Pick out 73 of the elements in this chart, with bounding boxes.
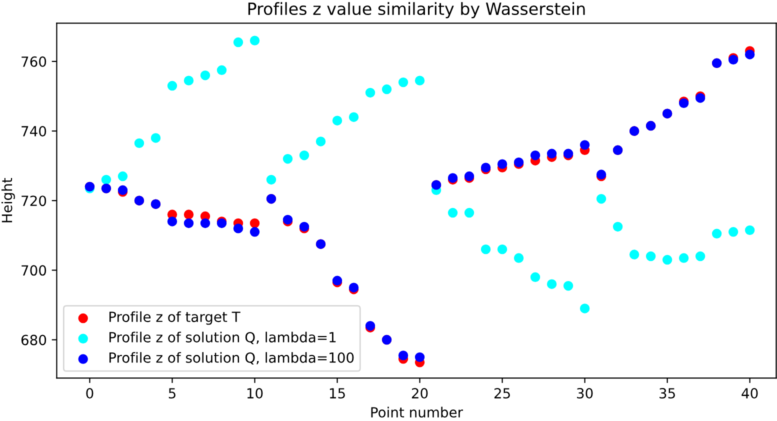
x-tick-label: 20 — [412, 388, 428, 399]
point — [118, 171, 128, 182]
point — [184, 218, 194, 228]
point — [448, 208, 458, 218]
point — [678, 253, 689, 263]
point — [299, 150, 310, 160]
y-tick-label: 720 — [22, 196, 46, 206]
point — [646, 251, 656, 262]
point — [530, 150, 540, 160]
legend-label: Profile z of solution Q, lambda=1 — [109, 332, 336, 344]
point — [200, 70, 210, 80]
point — [167, 216, 178, 226]
y-tick-label: 680 — [21, 334, 46, 346]
point — [134, 138, 144, 148]
point — [629, 250, 640, 260]
y-tick-label: 760 — [22, 56, 46, 67]
point — [398, 77, 408, 88]
point — [282, 154, 293, 164]
point — [546, 279, 557, 289]
legend-label: Profile z of target T — [109, 311, 240, 325]
y-axis-title: Height — [1, 178, 15, 222]
point — [250, 218, 260, 228]
chart-title: Profiles z value similarity by Wasserstein — [248, 2, 585, 18]
x-tick-label: 15 — [330, 388, 345, 399]
point — [150, 133, 161, 143]
point — [530, 272, 540, 282]
legend-label: Profile z of solution Q, lambda=100 — [109, 352, 354, 364]
x-tick-label: 10 — [247, 388, 263, 399]
point — [332, 116, 342, 126]
point — [580, 304, 590, 314]
point — [497, 159, 508, 169]
point — [200, 218, 210, 228]
point — [382, 84, 392, 94]
point — [712, 228, 722, 239]
point — [365, 88, 376, 98]
point — [216, 65, 227, 75]
x-axis-title: Point number — [371, 406, 464, 418]
x-tick-label: 30 — [577, 388, 593, 399]
point — [596, 194, 606, 204]
point — [316, 136, 326, 146]
point — [563, 280, 574, 291]
point — [398, 350, 408, 360]
point — [744, 225, 755, 236]
x-tick-label: 5 — [168, 388, 176, 399]
point — [250, 36, 260, 46]
x-tick-label: 40 — [742, 388, 758, 399]
x-tick-label: 0 — [86, 388, 94, 399]
point — [480, 244, 491, 254]
point — [514, 253, 524, 263]
point — [266, 174, 276, 185]
point — [546, 148, 557, 158]
point — [184, 76, 194, 86]
point — [695, 251, 706, 262]
point — [184, 210, 194, 220]
x-tick-label: 25 — [494, 388, 510, 399]
point — [250, 227, 260, 237]
y-tick-label: 740 — [22, 126, 46, 136]
point — [612, 222, 623, 232]
y-tick-label: 700 — [22, 265, 46, 276]
point — [233, 224, 244, 234]
point — [744, 50, 755, 60]
point — [348, 112, 359, 122]
point — [233, 37, 244, 48]
point — [497, 244, 508, 254]
point — [580, 140, 590, 150]
x-tick-label: 35 — [660, 388, 675, 399]
point — [167, 80, 178, 91]
point — [414, 76, 425, 86]
point — [464, 208, 474, 218]
point — [414, 352, 425, 362]
point — [101, 174, 112, 185]
point — [728, 227, 738, 237]
point — [662, 254, 672, 265]
